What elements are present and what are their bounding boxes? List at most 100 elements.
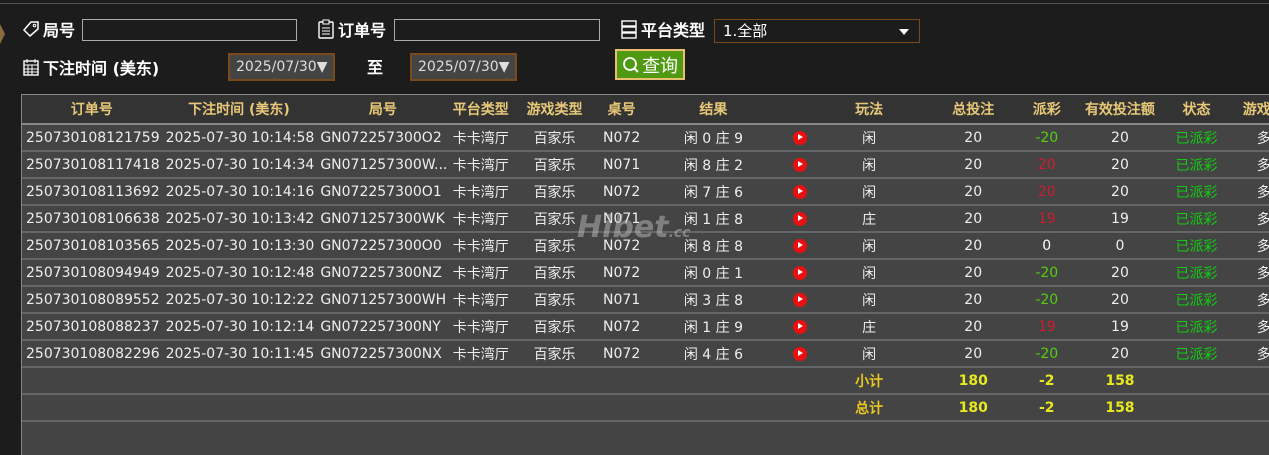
table-row: 250730108088237 2025-07-30 10:12:14 GN0722… (22, 313, 1269, 341)
total-valid-bet: 158 (1066, 394, 1174, 422)
payout-cell: -20 (1027, 124, 1067, 152)
valid-bet-cell: 19 (1066, 313, 1174, 341)
empty-cell (316, 367, 450, 395)
order-id-cell: 250730108088237 (22, 313, 162, 341)
order-id-cell: 250730108103565 (22, 232, 162, 260)
total-row: 总计 180 -2 158 (22, 394, 1269, 422)
empty-cell (512, 394, 597, 422)
table-header: 订单号 下注时间 (美东) 局号 平台类型 游戏类型 桌号 结果 玩法 总投注 派彩 有效投注额 状态… (22, 95, 1269, 125)
game-mode-cell: 多台 (1219, 286, 1269, 314)
empty-cell (1219, 394, 1269, 422)
platform-cell: 卡卡湾厅 (449, 151, 513, 179)
order-input[interactable] (394, 19, 600, 41)
column-header: 状态 (1173, 95, 1220, 125)
column-header: 下注时间 (美东) (161, 95, 317, 125)
game-mode-cell: 多台 (1219, 313, 1269, 341)
play-video-icon[interactable] (792, 211, 807, 226)
platform-select[interactable]: 1.全部 (714, 19, 920, 43)
payout-cell: -20 (1027, 286, 1067, 314)
play-video-icon[interactable] (792, 238, 807, 253)
empty-cell (596, 367, 647, 395)
total-bet-cell: 20 (919, 124, 1028, 152)
game-mode-cell: 多台 (1219, 205, 1269, 233)
game-type-cell: 百家乐 (512, 232, 597, 260)
side-decoration (0, 24, 5, 44)
column-header: 平台类型 (449, 95, 513, 125)
status-cell: 已派彩 (1173, 340, 1220, 368)
replay-cell (780, 178, 819, 206)
subtotal-total-bet: 180 (919, 367, 1028, 395)
total-bet-cell: 20 (919, 313, 1028, 341)
platform-cell: 卡卡湾厅 (449, 205, 513, 233)
empty-cell (780, 367, 819, 395)
date-to-picker[interactable]: 2025/07/30▼ (410, 53, 517, 81)
payout-cell: 0 (1027, 232, 1067, 260)
clipboard-icon (318, 19, 334, 39)
server-icon (621, 20, 637, 39)
play-video-icon[interactable] (792, 346, 807, 361)
order-label: 订单号 (317, 17, 386, 41)
play-type-cell: 闲 (818, 151, 920, 179)
search-icon (623, 56, 639, 73)
subtotal-valid-bet: 158 (1066, 367, 1174, 395)
replay-cell (780, 124, 819, 152)
play-type-cell: 闲 (818, 259, 920, 287)
round-id-cell: GN072257300NZ (316, 259, 450, 287)
result-cell: 闲 7 庄 6 (646, 178, 781, 206)
status-cell: 已派彩 (1173, 151, 1220, 179)
table-no-cell: N072 (596, 124, 647, 152)
play-video-icon[interactable] (792, 265, 807, 280)
total-bet-cell: 20 (919, 178, 1028, 206)
valid-bet-cell: 20 (1066, 178, 1174, 206)
play-video-icon[interactable] (792, 184, 807, 199)
round-id-cell: GN071257300WK (316, 205, 450, 233)
platform-cell: 卡卡湾厅 (449, 124, 513, 152)
play-type-cell: 闲 (818, 340, 920, 368)
order-id-cell: 250730108113692 (22, 178, 162, 206)
status-cell: 已派彩 (1173, 259, 1220, 287)
payout-cell: -20 (1027, 259, 1067, 287)
play-video-icon[interactable] (792, 292, 807, 307)
valid-bet-cell: 20 (1066, 259, 1174, 287)
empty-cell (596, 394, 647, 422)
bet-time-cell: 2025-07-30 10:14:34 (161, 151, 317, 179)
table-no-cell: N072 (596, 178, 647, 206)
status-cell: 已派彩 (1173, 232, 1220, 260)
time-label: 下注时间 (美东) (22, 55, 159, 79)
round-id-cell: GN072257300O2 (316, 124, 450, 152)
empty-cell (1173, 367, 1220, 395)
valid-bet-cell: 20 (1066, 151, 1174, 179)
game-type-cell: 百家乐 (512, 313, 597, 341)
replay-cell (780, 151, 819, 179)
play-video-icon[interactable] (792, 319, 807, 334)
query-button[interactable]: 查询 (615, 49, 685, 80)
empty-cell (161, 367, 317, 395)
replay-cell (780, 205, 819, 233)
valid-bet-cell: 20 (1066, 124, 1174, 152)
empty-cell (449, 394, 513, 422)
empty-cell (1173, 394, 1220, 422)
play-type-cell: 庄 (818, 205, 920, 233)
empty-cell (449, 367, 513, 395)
payout-cell: -20 (1027, 340, 1067, 368)
order-id-cell: 250730108117418 (22, 151, 162, 179)
result-cell: 闲 8 庄 8 (646, 232, 781, 260)
table-no-cell: N072 (596, 340, 647, 368)
round-input[interactable] (82, 19, 297, 41)
play-video-icon[interactable] (792, 130, 807, 145)
game-mode-cell: 多台 (1219, 232, 1269, 260)
game-type-cell: 百家乐 (512, 259, 597, 287)
order-id-cell: 250730108121759 (22, 124, 162, 152)
play-video-icon[interactable] (792, 157, 807, 172)
empty-cell (780, 394, 819, 422)
status-cell: 已派彩 (1173, 286, 1220, 314)
game-type-cell: 百家乐 (512, 151, 597, 179)
date-from-picker[interactable]: 2025/07/30▼ (228, 53, 335, 81)
column-header: 总投注 (919, 95, 1028, 125)
to-label: 至 (367, 58, 384, 77)
subtotal-label: 小计 (818, 367, 920, 395)
column-header: 订单号 (22, 95, 162, 125)
empty-cell (22, 394, 162, 422)
valid-bet-cell: 0 (1066, 232, 1174, 260)
bet-time-cell: 2025-07-30 10:12:48 (161, 259, 317, 287)
